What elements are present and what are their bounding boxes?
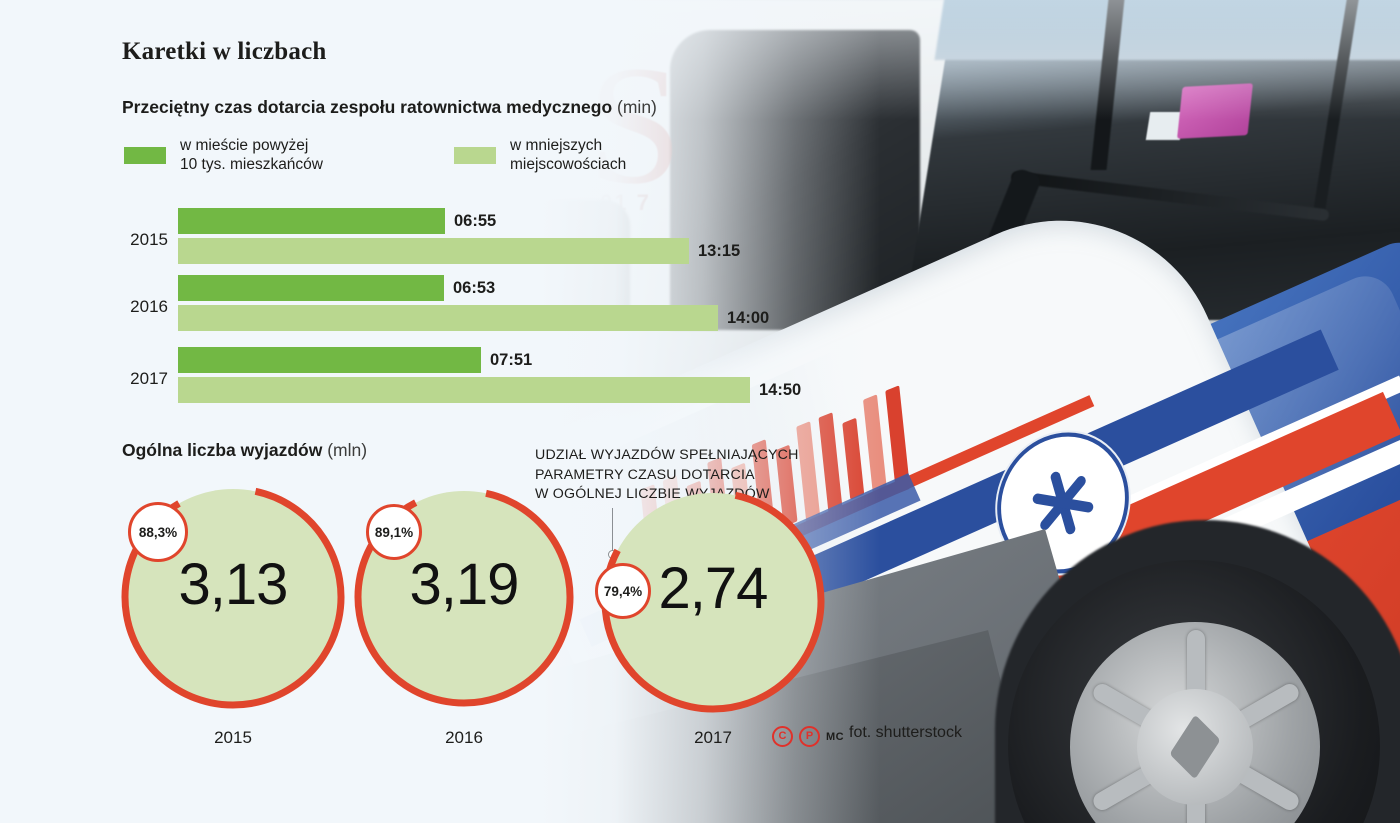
author-initials: MC	[826, 730, 845, 743]
bar-rural	[178, 377, 750, 403]
bubble-group: 3,13	[119, 483, 347, 711]
bar-value-label: 14:50	[759, 381, 802, 399]
bar-group-year-label: 2016	[130, 297, 168, 316]
legend-label-city: w mieście powyżej 10 tys. mieszkańców	[180, 137, 323, 173]
page-title: Karetki w liczbach	[122, 38, 327, 65]
bubble-percent-arc	[354, 487, 574, 707]
bubble-percent-arc	[121, 485, 345, 709]
legend-swatch-rural	[454, 146, 496, 164]
bubble-percent-badge: 88,3%	[128, 502, 188, 562]
bubble-chart-title-text: Ogólna liczba wyjazdów	[122, 440, 323, 460]
legend-label-rural: w mniejszych miejscowościach	[510, 137, 627, 173]
bar-chart-title: Przeciętny czas dotarcia zespołu ratowni…	[122, 97, 657, 118]
bubble-percent-badge: 79,4%	[595, 563, 651, 619]
annotation-leader-line	[612, 508, 613, 554]
bar-city	[178, 275, 444, 301]
annotation-text: UDZIAŁ WYJAZDÓW SPEŁNIAJĄCYCH PARAMETRY …	[535, 447, 799, 502]
legend-item-city: w mieście powyżej 10 tys. mieszkańców	[124, 136, 323, 174]
legend-item-rural: w mniejszych miejscowościach	[454, 136, 626, 174]
bubble-value-label: 3,19	[409, 552, 520, 617]
bar-city	[178, 347, 481, 373]
bar-group-year-label: 2015	[130, 230, 168, 249]
credits: C P MC	[772, 726, 844, 747]
bar-rural	[178, 305, 718, 331]
bar-group-year-label: 2017	[130, 369, 168, 388]
bubble-year-label: 2015	[214, 728, 252, 747]
bubble-year-label: 2016	[445, 728, 483, 747]
bubble-value-label: 3,13	[178, 552, 289, 617]
phonogram-icon: P	[799, 726, 820, 747]
photo-credit: fot. shutterstock	[849, 724, 962, 741]
bar-value-label: 13:15	[698, 242, 741, 260]
bar-value-label: 06:53	[453, 279, 496, 297]
bubble-value-label: 2,74	[658, 556, 769, 621]
bubble-chart-title: Ogólna liczba wyjazdów (mln)	[122, 440, 367, 461]
bar-rural	[178, 238, 689, 264]
copyright-icon: C	[772, 726, 793, 747]
bar-value-label: 07:51	[490, 351, 533, 369]
bubble-percent-badge: 89,1%	[366, 504, 422, 560]
legend-swatch-city	[124, 146, 166, 164]
bubble-year-label: 2017	[694, 728, 732, 747]
bar-chart-unit: (min)	[617, 97, 657, 117]
bubble-chart-unit: (mln)	[327, 440, 368, 460]
bar-value-label: 06:55	[454, 212, 497, 230]
bar-chart-title-text: Przeciętny czas dotarcia zespołu ratowni…	[122, 97, 613, 117]
bar-value-label: 14:00	[727, 309, 770, 327]
bubble-group: 2,74	[599, 487, 827, 715]
bar-city	[178, 208, 445, 234]
